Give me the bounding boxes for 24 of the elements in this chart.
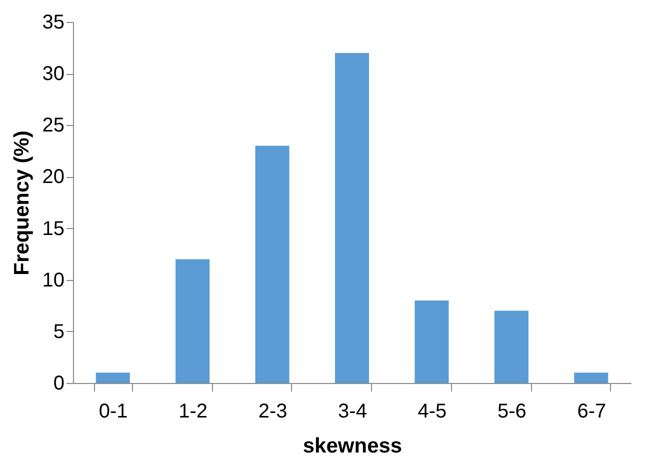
y-tick-label: 25 — [42, 114, 64, 137]
bar — [335, 52, 369, 383]
y-tick-label: 30 — [42, 63, 64, 86]
y-tick-label: 0 — [53, 372, 64, 394]
y-tick-label: 15 — [42, 218, 64, 240]
x-tick-label: 2-3 — [258, 400, 288, 422]
x-axis-title: skewness — [302, 434, 402, 458]
x-tick-label: 0-1 — [98, 400, 128, 422]
x-tick-label: 6-7 — [577, 400, 606, 422]
y-tick-label: 20 — [42, 166, 64, 188]
y-axis-title: Frequency (%) — [10, 130, 34, 276]
x-tick-label: 1-2 — [178, 400, 208, 422]
y-tick-label: 10 — [42, 269, 64, 292]
bar — [574, 372, 608, 383]
y-tick-label: 5 — [53, 320, 64, 343]
bar — [255, 146, 290, 383]
x-tick-label: 3-4 — [338, 400, 367, 422]
bar — [96, 372, 130, 383]
x-tick-label: 4-5 — [418, 400, 447, 422]
bar — [494, 310, 528, 383]
bar — [414, 300, 449, 383]
y-tick-label: 35 — [42, 12, 64, 34]
bar — [176, 259, 210, 383]
x-tick-label: 5-6 — [497, 400, 526, 422]
